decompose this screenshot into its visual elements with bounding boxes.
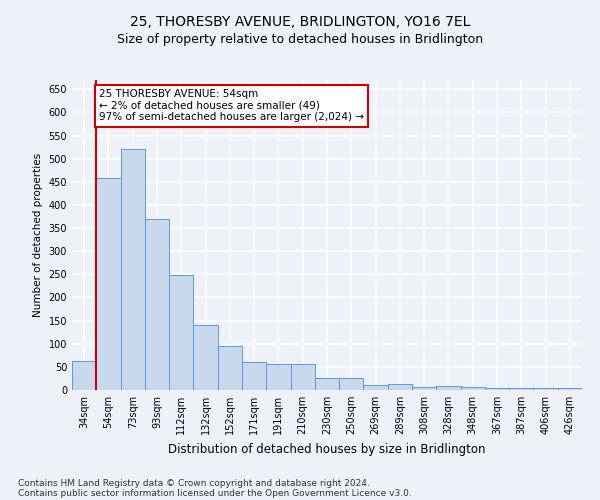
- Text: Contains HM Land Registry data © Crown copyright and database right 2024.: Contains HM Land Registry data © Crown c…: [18, 478, 370, 488]
- Bar: [558, 388, 582, 390]
- Bar: [290, 364, 315, 390]
- Bar: [339, 378, 364, 390]
- Bar: [193, 325, 218, 390]
- Bar: [169, 276, 193, 390]
- Y-axis label: Number of detached properties: Number of detached properties: [33, 153, 43, 317]
- Bar: [145, 219, 169, 390]
- Text: 25 THORESBY AVENUE: 54sqm
← 2% of detached houses are smaller (49)
97% of semi-d: 25 THORESBY AVENUE: 54sqm ← 2% of detach…: [99, 90, 364, 122]
- Bar: [388, 384, 412, 390]
- Bar: [218, 346, 242, 390]
- Text: 25, THORESBY AVENUE, BRIDLINGTON, YO16 7EL: 25, THORESBY AVENUE, BRIDLINGTON, YO16 7…: [130, 15, 470, 29]
- Bar: [485, 388, 509, 390]
- X-axis label: Distribution of detached houses by size in Bridlington: Distribution of detached houses by size …: [168, 442, 486, 456]
- Bar: [533, 388, 558, 390]
- Text: Contains public sector information licensed under the Open Government Licence v3: Contains public sector information licen…: [18, 488, 412, 498]
- Bar: [72, 361, 96, 390]
- Bar: [461, 387, 485, 390]
- Bar: [121, 149, 145, 390]
- Bar: [266, 364, 290, 390]
- Bar: [364, 385, 388, 390]
- Bar: [509, 388, 533, 390]
- Bar: [242, 362, 266, 390]
- Bar: [96, 178, 121, 390]
- Bar: [412, 387, 436, 390]
- Bar: [436, 386, 461, 390]
- Bar: [315, 378, 339, 390]
- Text: Size of property relative to detached houses in Bridlington: Size of property relative to detached ho…: [117, 32, 483, 46]
